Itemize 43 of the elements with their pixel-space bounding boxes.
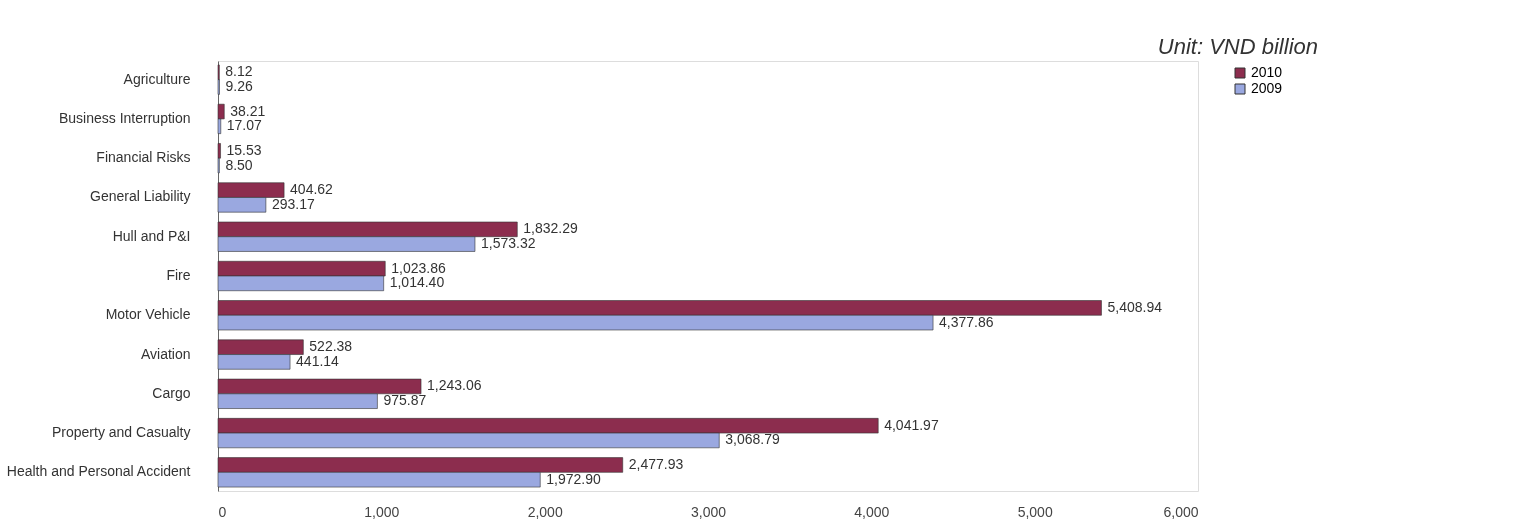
y-tick-label: Motor Vehicle (105, 306, 191, 323)
data-label: 522.38 (309, 338, 353, 355)
data-label: 1,014.40 (389, 274, 445, 291)
x-tick-label: 4,000 (854, 503, 890, 520)
data-label: 4,377.86 (939, 313, 994, 330)
data-label: 1,243.06 (427, 377, 482, 394)
data-label: 975.87 (383, 392, 427, 409)
y-tick-label: Aviation (140, 345, 191, 362)
data-label: 293.17 (271, 195, 315, 212)
data-label: 1,573.32 (480, 235, 536, 252)
x-tick-label: 1,000 (364, 503, 400, 520)
x-tick-label: 3,000 (690, 503, 727, 520)
data-label: 404.62 (290, 181, 334, 198)
data-label: 38.21 (230, 102, 266, 119)
data-label: 1,832.29 (523, 220, 578, 237)
y-tick-label: General Liability (90, 188, 191, 205)
y-tick-label: Property and Casualty (51, 424, 191, 441)
data-label: 1,023.86 (391, 259, 446, 276)
y-tick-label: Cargo (152, 384, 191, 401)
data-label: 8.50 (225, 156, 253, 173)
y-tick-label: Hull and P&I (112, 227, 191, 244)
data-label: 15.53 (226, 141, 262, 158)
y-tick-label: Business Interruption (58, 109, 191, 126)
legend-label: 2009 (1251, 80, 1283, 96)
x-tick-label: 5,000 (1017, 503, 1053, 520)
data-label: 3,068.79 (725, 431, 780, 448)
data-label: 4,041.97 (884, 416, 939, 433)
data-label: 8.12 (225, 63, 253, 80)
x-tick-label: 2,000 (527, 503, 563, 520)
data-label: 441.14 (296, 352, 340, 369)
text: Unit: VND billion (1157, 34, 1318, 59)
data-label: 2,477.93 (628, 455, 684, 472)
legend-label: 2010 (1251, 64, 1283, 80)
data-label: 5,408.94 (1107, 298, 1163, 315)
data-label: 1,972.90 (546, 470, 601, 487)
y-tick-label: Agriculture (123, 70, 191, 87)
x-tick-label: 6,000 (1163, 503, 1199, 520)
y-tick-label: Health and Personal Accident (6, 463, 191, 480)
data-label: 9.26 (225, 78, 253, 95)
y-tick-label: Financial Risks (96, 149, 191, 166)
y-tick-label: Fire (166, 267, 191, 283)
x-tick-label: 0 (218, 503, 227, 520)
data-label: 17.07 (226, 117, 263, 134)
